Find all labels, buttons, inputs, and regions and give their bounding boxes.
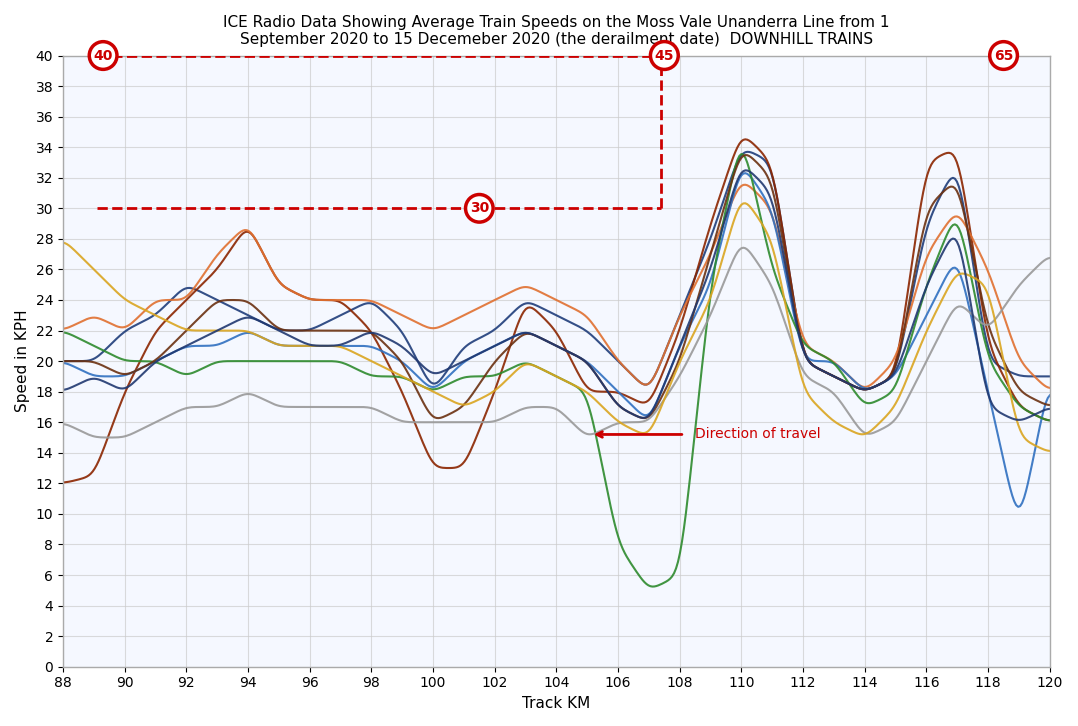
Text: Direction of travel: Direction of travel — [694, 428, 820, 441]
Y-axis label: Speed in KPH: Speed in KPH — [15, 310, 30, 412]
Title: ICE Radio Data Showing Average Train Speeds on the Moss Vale Unanderra Line from: ICE Radio Data Showing Average Train Spe… — [223, 15, 889, 47]
Text: 40: 40 — [94, 49, 113, 62]
X-axis label: Track KM: Track KM — [523, 696, 591, 711]
Text: 30: 30 — [470, 201, 489, 216]
Text: 65: 65 — [994, 49, 1013, 62]
Text: 45: 45 — [654, 49, 674, 62]
